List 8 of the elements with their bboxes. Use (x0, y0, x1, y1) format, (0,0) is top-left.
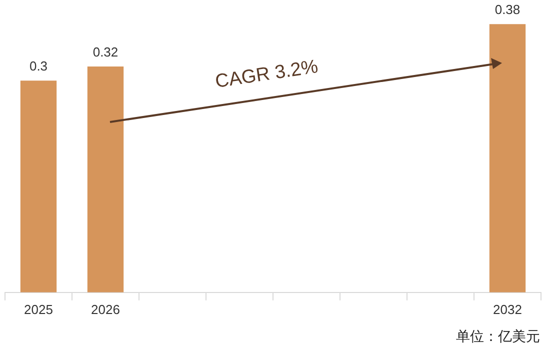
data-label: 0.32 (92, 44, 118, 60)
x-tick-label: 2026 (91, 302, 120, 317)
data-label: 0.3 (29, 58, 48, 74)
data-label: 0.38 (494, 2, 520, 18)
annotation: CAGR 3.2% (214, 56, 320, 94)
x-tick-label: 2025 (24, 302, 53, 317)
x-tick-label: 2032 (493, 302, 522, 317)
text: 单位：亿美元 (456, 328, 540, 346)
